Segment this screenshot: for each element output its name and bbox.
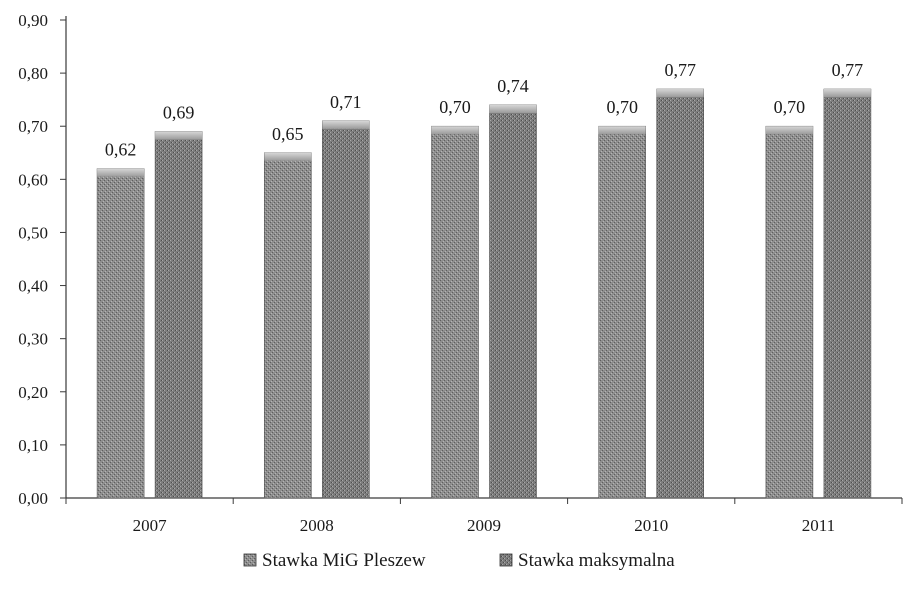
data-label: 0,69 [163, 103, 195, 123]
y-tick-label: 0,10 [18, 436, 48, 455]
bar-stawka-mig-pleszew-2009 [431, 125, 479, 499]
y-axis: 0,00 0,10 0,20 0,30 0,40 0,50 0,60 0,70 0,80 0,90 [18, 11, 67, 508]
bars [96, 88, 872, 499]
bar-stawka-maksymalna-2008 [321, 120, 370, 499]
x-tick-label: 2008 [300, 516, 334, 535]
y-tick-label: 0,50 [18, 223, 48, 242]
legend: Stawka MiG Pleszew Stawka maksymalna [243, 550, 675, 571]
bar-top-highlight [264, 152, 312, 161]
bar-stawka-maksymalna-2007 [154, 131, 203, 499]
data-label: 0,70 [439, 97, 471, 117]
bar-top-highlight [489, 104, 537, 113]
bar-top-highlight [656, 89, 704, 98]
data-label: 0,70 [774, 97, 806, 117]
data-label: 0,70 [606, 97, 638, 117]
y-tick-label: 0,20 [18, 383, 48, 402]
bar-stawka-mig-pleszew-2011 [765, 125, 814, 499]
legend-swatch-stawka-mig-pleszew [243, 553, 257, 567]
data-label: 0,71 [330, 92, 362, 112]
legend-label-stawka-maksymalna: Stawka maksymalna [518, 550, 675, 571]
bar-stawka-mig-pleszew-2008 [263, 152, 312, 499]
bar-stawka-maksymalna-2009 [489, 104, 537, 499]
x-tick-label: 2010 [634, 516, 668, 535]
y-tick-label: 0,90 [18, 11, 48, 30]
data-label: 0,74 [497, 76, 529, 96]
data-label: 0,65 [272, 124, 304, 144]
y-tick-label: 0,40 [18, 277, 48, 296]
data-label: 0,77 [832, 60, 864, 80]
y-tick-label: 0,00 [18, 489, 48, 508]
x-tick-label: 2009 [467, 516, 501, 535]
x-axis: 2007 2008 2009 2010 2011 [65, 497, 903, 535]
bar-top-highlight [598, 126, 646, 135]
bar-top-highlight [155, 131, 203, 140]
x-tick-label: 2007 [133, 516, 168, 535]
data-label: 0,77 [664, 60, 696, 80]
y-tick-label: 0,70 [18, 117, 48, 136]
legend-swatch-stawka-maksymalna [499, 553, 513, 567]
y-tick-label: 0,80 [18, 64, 48, 83]
bar-stawka-mig-pleszew-2010 [598, 125, 647, 499]
bar-top-highlight [97, 168, 145, 177]
bar-top-highlight [823, 89, 871, 98]
data-label: 0,62 [105, 140, 137, 160]
y-tick-label: 0,60 [18, 170, 48, 189]
data-labels: 0,62 0,65 0,70 0,70 0,70 0,69 0,71 0,74 0,77 0,77 [105, 60, 863, 160]
bar-top-highlight [431, 126, 479, 135]
bar-stawka-maksymalna-2010 [656, 88, 705, 499]
bar-top-highlight [765, 126, 813, 135]
y-tick-label: 0,30 [18, 330, 48, 349]
x-tick-label: 2011 [802, 516, 835, 535]
bar-stawka-mig-pleszew-2007 [96, 168, 145, 499]
bar-top-highlight [322, 120, 370, 129]
bar-stawka-maksymalna-2011 [823, 88, 872, 499]
legend-label-stawka-mig-pleszew: Stawka MiG Pleszew [262, 550, 426, 571]
